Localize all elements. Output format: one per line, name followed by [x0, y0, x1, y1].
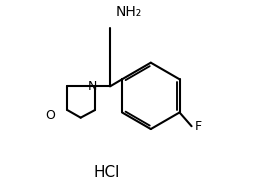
Text: F: F [195, 120, 201, 133]
Text: NH₂: NH₂ [116, 5, 142, 19]
Text: O: O [45, 109, 55, 122]
Text: HCl: HCl [93, 165, 119, 180]
Text: N: N [87, 80, 97, 93]
